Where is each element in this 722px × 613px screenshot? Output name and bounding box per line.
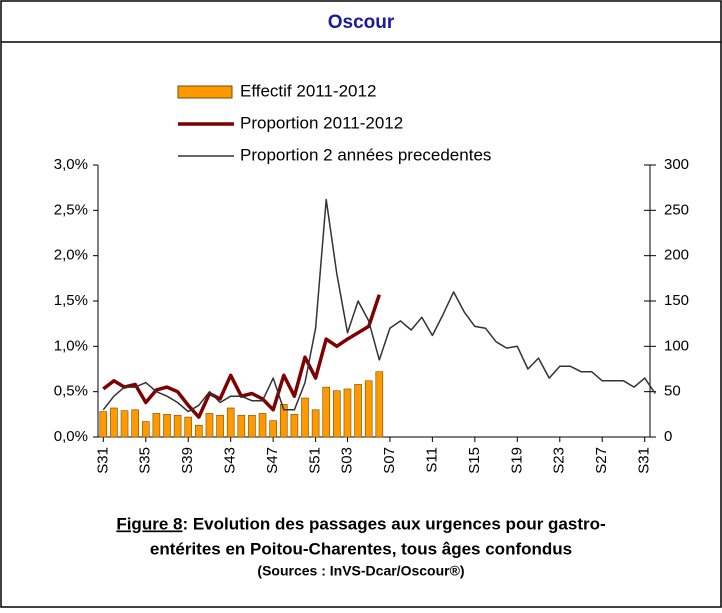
x-tick-label: S11 [423,447,440,473]
bar [333,390,341,438]
bar [205,413,214,438]
y2-tick-label: 0 [664,428,672,445]
caption-line: entérites en Poitou-Charentes, tous âges… [150,539,572,558]
y2-tick-label: 50 [664,383,681,400]
x-tick-label: S35 [137,447,154,474]
bar [173,414,182,438]
y-tick-label: 1,0% [54,337,88,354]
y2-tick-label: 100 [664,337,689,354]
y2-tick-label: 150 [664,292,689,309]
x-tick-label: S27 [593,447,610,474]
x-tick-label: S31 [636,447,653,474]
bar [269,420,277,438]
x-tick-label: S43 [222,447,239,474]
bar [311,409,320,438]
line [102,198,656,413]
x-tick-label: S15 [466,447,483,474]
bar [184,416,193,438]
x-tick-label: S39 [179,447,196,474]
bar [120,410,129,438]
bar [131,409,139,438]
bar [237,414,246,438]
y-tick-label: 1,5% [54,292,88,309]
x-tick-label: S23 [551,447,568,474]
legend-label: Effectif 2011-2012 [240,81,376,100]
bar [364,380,373,438]
caption-label: Figure 8 [116,514,182,533]
y2-tick-label: 200 [664,247,689,264]
x-tick-label: S31 [94,447,111,474]
y-tick-label: 0,5% [54,383,88,400]
y-tick-label: 0,0% [54,428,88,445]
bar [290,414,299,438]
legend-label: Proportion 2 années precedentes [240,145,491,164]
y-tick-label: 3,0% [54,156,88,173]
bar [354,384,362,438]
bar [279,404,288,438]
caption-line: (Sources : InVS-Dcar/Oscour®) [257,563,464,579]
legend-swatch [177,85,233,99]
bar [216,414,224,438]
bar [343,388,352,438]
x-tick-label: S03 [338,447,355,474]
bar [322,386,331,438]
caption-line: : Evolution des passages aux urgences po… [182,514,605,533]
y2-tick-label: 300 [664,156,689,173]
x-tick-label: S51 [307,447,324,474]
bar [110,407,118,438]
x-tick-label: S07 [381,447,398,474]
legend-label: Proportion 2011-2012 [240,113,403,132]
header-title: Oscour [328,12,395,33]
bar [248,414,256,438]
bar [141,421,150,438]
bar [152,413,161,438]
bar [195,424,203,438]
y-tick-label: 2,0% [54,247,88,264]
bar [163,414,171,438]
bar [258,413,267,438]
bar [375,371,384,438]
y2-tick-label: 250 [664,201,689,218]
y-tick-label: 2,5% [54,201,88,218]
bar [301,397,309,438]
x-tick-label: S47 [264,447,281,474]
x-tick-label: S19 [508,447,525,474]
bar [226,407,235,438]
bar [99,411,108,438]
